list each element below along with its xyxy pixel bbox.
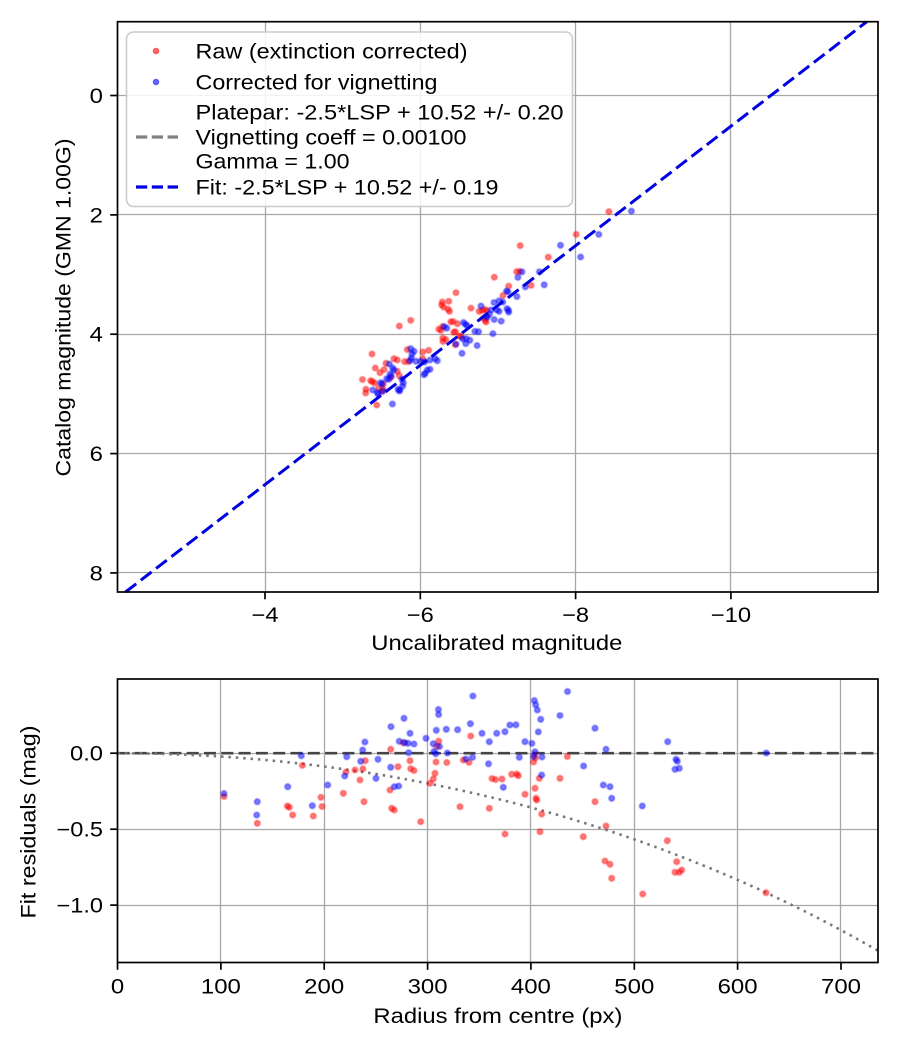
svg-text:−6: −6	[407, 604, 434, 627]
svg-text:400: 400	[511, 976, 551, 999]
svg-text:300: 300	[408, 976, 448, 999]
svg-text:−0.5: −0.5	[57, 819, 104, 842]
svg-text:0: 0	[111, 976, 124, 999]
svg-text:Fit residuals (mag): Fit residuals (mag)	[17, 726, 41, 919]
svg-text:200: 200	[304, 976, 344, 999]
svg-text:−1.0: −1.0	[57, 895, 104, 918]
svg-text:−8: −8	[562, 604, 589, 627]
svg-text:6: 6	[90, 443, 103, 466]
svg-text:Gamma = 1.00: Gamma = 1.00	[196, 151, 350, 174]
svg-text:Platepar: -2.5*LSP + 10.52 +/-: Platepar: -2.5*LSP + 10.52 +/- 0.20	[196, 102, 564, 125]
svg-text:500: 500	[614, 976, 654, 999]
svg-text:700: 700	[821, 976, 861, 999]
svg-text:Fit: -2.5*LSP + 10.52 +/- 0.19: Fit: -2.5*LSP + 10.52 +/- 0.19	[196, 177, 499, 200]
svg-text:Uncalibrated magnitude: Uncalibrated magnitude	[371, 631, 622, 655]
svg-text:600: 600	[718, 976, 758, 999]
svg-text:100: 100	[201, 976, 241, 999]
svg-text:4: 4	[90, 324, 104, 347]
svg-text:0.0: 0.0	[70, 743, 103, 766]
svg-text:Raw (extinction corrected): Raw (extinction corrected)	[196, 41, 468, 64]
svg-text:Corrected for vignetting: Corrected for vignetting	[196, 72, 438, 95]
svg-text:2: 2	[90, 204, 103, 227]
svg-text:Catalog magnitude (GMN 1.00G): Catalog magnitude (GMN 1.00G)	[52, 139, 76, 477]
svg-text:0: 0	[90, 85, 103, 108]
svg-text:−4: −4	[252, 604, 279, 627]
svg-text:8: 8	[90, 562, 103, 585]
svg-text:−10: −10	[711, 604, 751, 627]
svg-text:Vignetting coeff = 0.00100: Vignetting coeff = 0.00100	[196, 127, 467, 150]
svg-text:Radius from centre (px): Radius from centre (px)	[373, 1004, 622, 1028]
